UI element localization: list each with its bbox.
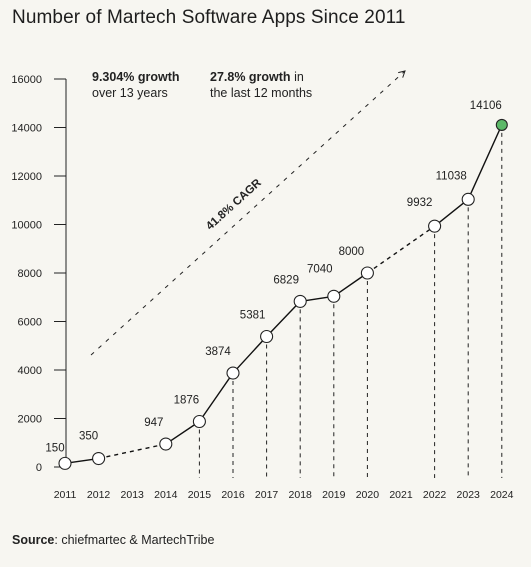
series-segment — [467, 124, 503, 200]
data-point — [226, 366, 240, 380]
y-tick-label: 10000 — [11, 220, 42, 232]
data-point — [192, 414, 206, 429]
series-segment-dashed — [366, 225, 436, 274]
x-tick-label: 2013 — [121, 489, 145, 501]
highlight-point — [495, 118, 508, 131]
data-point — [260, 329, 274, 344]
x-tick-label: 2024 — [490, 489, 514, 501]
series-segment — [165, 420, 200, 445]
cagr-arrow-head — [398, 70, 406, 78]
cagr-label: 41.8% CAGR — [204, 176, 264, 232]
data-point — [58, 456, 72, 470]
data-label: 3874 — [205, 346, 231, 358]
data-label: 6829 — [273, 274, 299, 286]
data-point — [360, 266, 374, 280]
x-tick-label: 2016 — [221, 489, 245, 501]
x-tick-label: 2012 — [87, 489, 111, 501]
series-segment — [434, 198, 469, 227]
data-label: 947 — [144, 417, 163, 429]
data-series — [58, 118, 508, 470]
x-tick-label: 2020 — [356, 489, 380, 501]
x-tick-label: 2018 — [289, 489, 313, 501]
growth-12-months-desc: the last 12 months — [210, 86, 313, 100]
drop-guides — [198, 124, 503, 478]
data-label: 9932 — [407, 197, 433, 209]
series-segment — [266, 300, 301, 337]
growth-12-months-note: 27.8% growth in the last 12 months — [210, 69, 312, 101]
data-point — [92, 451, 106, 466]
data-label: 8000 — [339, 246, 365, 258]
data-point — [327, 289, 341, 303]
y-tick-label: 4000 — [18, 365, 42, 377]
y-tick-label: 8000 — [18, 268, 42, 280]
chart-axes: 0 2000 4000 6000 8000 10000 12000 14000 16000 201… — [11, 74, 513, 501]
data-point — [293, 294, 307, 308]
series-segment — [333, 272, 368, 297]
growth-13-years-note: 9.304% growth over 13 years — [92, 69, 180, 101]
growth-13-years-value: 9.304% growth — [92, 70, 180, 84]
x-tick-label: 2023 — [457, 489, 481, 501]
x-tick-label: 2022 — [423, 489, 447, 501]
data-label: 14106 — [470, 100, 502, 112]
growth-13-years-desc: over 13 years — [92, 86, 168, 100]
source-text: : chiefmartec & MartechTribe — [54, 533, 215, 547]
page-title: Number of Martech Software Apps Since 20… — [12, 7, 406, 28]
cagr-dashed-line — [90, 70, 406, 356]
source-label: Source — [12, 533, 55, 547]
data-label: 7040 — [307, 263, 333, 275]
y-tick-label: 0 — [36, 462, 42, 474]
series-segment — [232, 336, 268, 374]
y-tick-label: 12000 — [11, 171, 42, 183]
data-label: 150 — [45, 442, 64, 454]
series-segment-dashed — [98, 443, 166, 460]
x-tick-label: 2011 — [54, 489, 77, 501]
x-tick-label: 2017 — [255, 489, 279, 501]
data-label: 5381 — [240, 310, 266, 322]
x-tick-label: 2021 — [389, 489, 413, 501]
data-label: 350 — [79, 431, 98, 443]
series-segment — [198, 372, 234, 422]
data-point — [461, 192, 475, 206]
x-tick-label: 2015 — [188, 489, 212, 501]
y-tick-label: 16000 — [11, 74, 42, 86]
y-tick-label: 6000 — [18, 317, 42, 329]
data-labels: 150 350 947 1876 3874 5381 6829 7040 8000 9932 110… — [45, 100, 501, 454]
x-tick-label: 2014 — [154, 489, 178, 501]
y-tick-label: 14000 — [11, 123, 42, 135]
x-tick-label: 2019 — [322, 489, 346, 501]
growth-12-months-in: in — [294, 70, 304, 84]
y-tick-label: 2000 — [18, 414, 42, 426]
data-point — [159, 437, 173, 451]
data-label: 11038 — [436, 170, 467, 182]
source-note: Source: chiefmartec & MartechTribe — [12, 533, 214, 547]
data-label: 1876 — [174, 395, 200, 407]
growth-12-months-value: 27.8% growth — [210, 70, 291, 84]
data-point — [428, 219, 442, 233]
